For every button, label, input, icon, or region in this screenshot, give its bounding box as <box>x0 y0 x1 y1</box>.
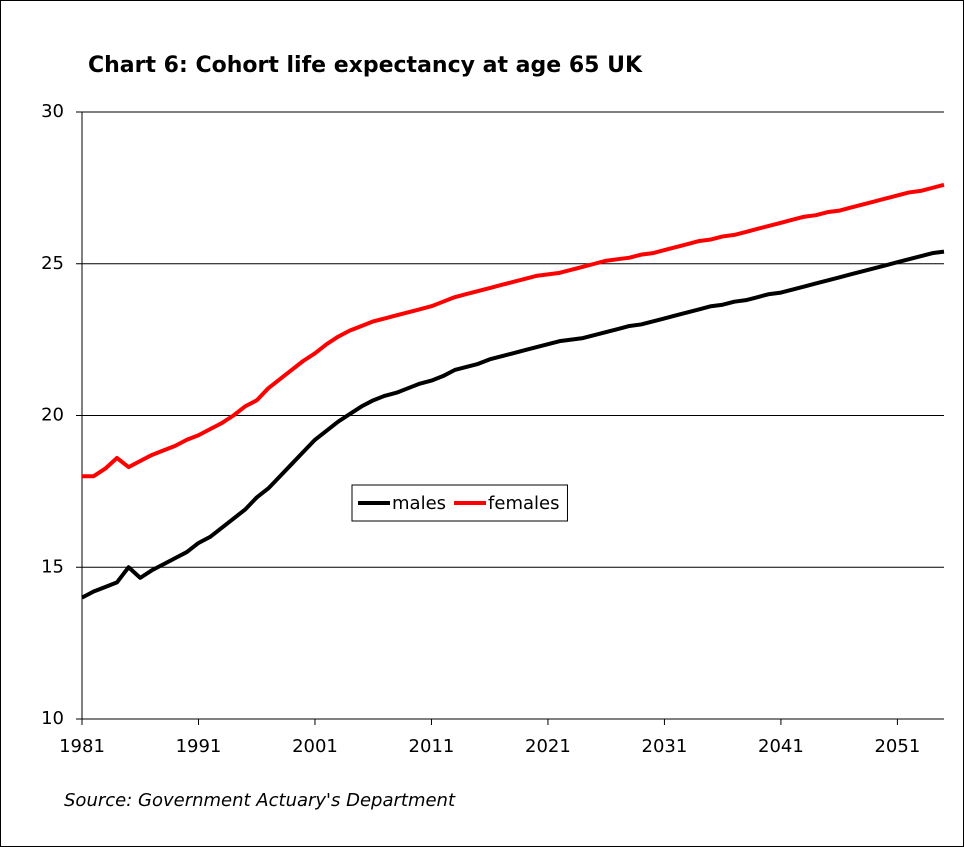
y-tick-label: 15 <box>41 556 64 577</box>
x-tick-label: 1981 <box>59 736 105 757</box>
x-tick-label: 1991 <box>176 736 222 757</box>
x-tick-label: 2051 <box>874 736 920 757</box>
legend-label: males <box>392 493 446 514</box>
legend: males females <box>351 484 568 522</box>
x-tick-label: 2011 <box>409 736 455 757</box>
chart-title: Chart 6: Cohort life expectancy at age 6… <box>88 53 643 78</box>
legend-label: females <box>488 493 559 514</box>
x-tick-label: 2001 <box>292 736 338 757</box>
x-tick-label: 2021 <box>525 736 571 757</box>
line-series <box>82 182 945 479</box>
y-tick-label: 30 <box>41 101 64 122</box>
y-tick-label: 20 <box>41 405 64 426</box>
y-tick-label: 10 <box>41 708 64 729</box>
line-series <box>81 249 945 600</box>
source-note: Source: Government Actuary's Department <box>64 790 456 811</box>
y-tick-label: 25 <box>41 253 64 274</box>
x-tick-label: 2041 <box>758 736 804 757</box>
x-tick-label: 2031 <box>642 736 688 757</box>
